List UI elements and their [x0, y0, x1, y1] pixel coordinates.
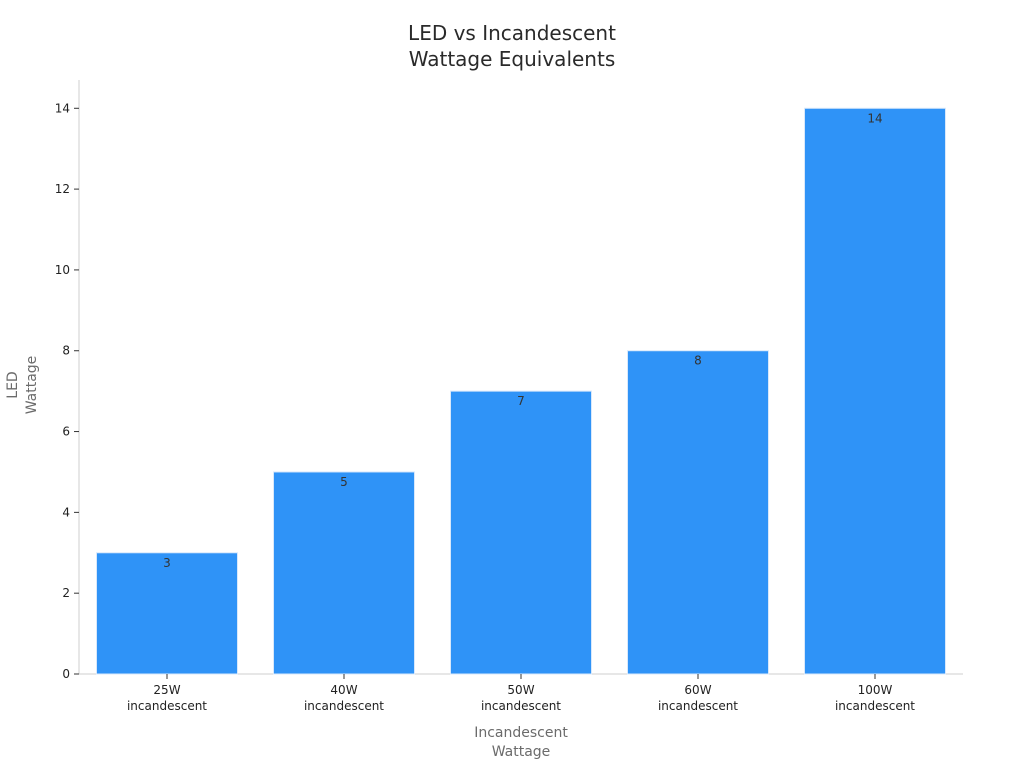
chart-title-line-1: LED vs Incandescent — [408, 21, 616, 45]
chart-title-line-2: Wattage Equivalents — [409, 47, 616, 71]
bar — [273, 471, 415, 675]
data-label: 8 — [694, 354, 702, 368]
x-tick-label: incandescent — [304, 699, 384, 713]
y-tick-label: 6 — [62, 425, 70, 439]
x-tick-label: incandescent — [835, 699, 915, 713]
y-axis-title: LED Wattage — [5, 356, 40, 415]
x-axis-title-line-1: Incandescent — [474, 725, 568, 741]
y-tick-label: 14 — [55, 101, 70, 115]
x-tick-label: 25W — [153, 683, 180, 697]
bar — [450, 390, 592, 675]
y-tick-label: 12 — [55, 182, 70, 196]
x-tick-label: 100W — [858, 683, 893, 697]
x-tick-label: incandescent — [127, 699, 207, 713]
y-tick-label: 8 — [62, 344, 70, 358]
x-tick-label: 60W — [684, 683, 711, 697]
bar — [96, 552, 238, 675]
plot-area: 0 2 4 6 8 10 12 14 3 25W incandescent 5 40W incandesc… — [55, 80, 963, 713]
x-tick-label: 40W — [330, 683, 357, 697]
x-tick-label: 50W — [507, 683, 534, 697]
y-tick-label: 10 — [55, 263, 70, 277]
y-tick-label: 4 — [62, 505, 70, 519]
y-axis-title-line-1: LED — [5, 371, 21, 398]
data-label: 5 — [340, 475, 348, 489]
data-label: 3 — [163, 556, 171, 570]
x-tick-label: incandescent — [481, 699, 561, 713]
bar — [804, 107, 946, 675]
bar — [627, 350, 769, 675]
data-label: 14 — [867, 111, 882, 125]
data-label: 7 — [517, 394, 525, 408]
x-tick-label: incandescent — [658, 699, 738, 713]
x-axis-title-line-2: Wattage — [492, 744, 551, 760]
y-tick-label: 2 — [62, 586, 70, 600]
y-axis-title-line-2: Wattage — [24, 356, 40, 415]
y-tick-label: 0 — [62, 667, 70, 681]
